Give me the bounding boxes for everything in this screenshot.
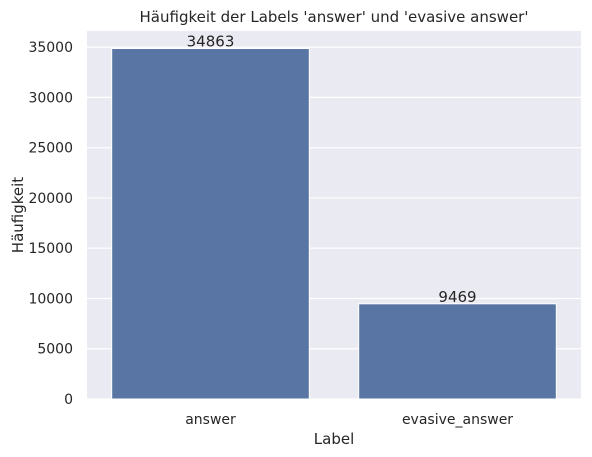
y-tick-label: 35000 [28, 40, 73, 56]
chart-title: Häufigkeit der Labels 'answer' und 'evas… [140, 8, 529, 26]
x-tick-label: answer [185, 412, 236, 428]
y-tick-label: 10000 [28, 291, 73, 307]
y-axis-label: Häufigkeit [9, 177, 27, 253]
y-axis-ticks: 0 5000 10000 15000 20000 25000 30000 35000 [28, 40, 73, 408]
data-label: 9469 [438, 288, 476, 306]
y-tick-label: 5000 [37, 342, 73, 358]
y-tick-label: 30000 [28, 90, 73, 106]
data-label: 34863 [187, 33, 235, 51]
x-axis-ticks: answer evasive_answer [185, 412, 513, 428]
y-tick-label: 15000 [28, 241, 73, 257]
y-tick-label: 20000 [28, 191, 73, 207]
bar-answer [112, 49, 310, 399]
x-tick-label: evasive_answer [402, 412, 513, 428]
y-tick-label: 25000 [28, 141, 73, 157]
x-axis-label: Label [314, 430, 354, 448]
y-tick-label: 0 [64, 392, 73, 408]
bar-evasive-answer [359, 304, 557, 399]
